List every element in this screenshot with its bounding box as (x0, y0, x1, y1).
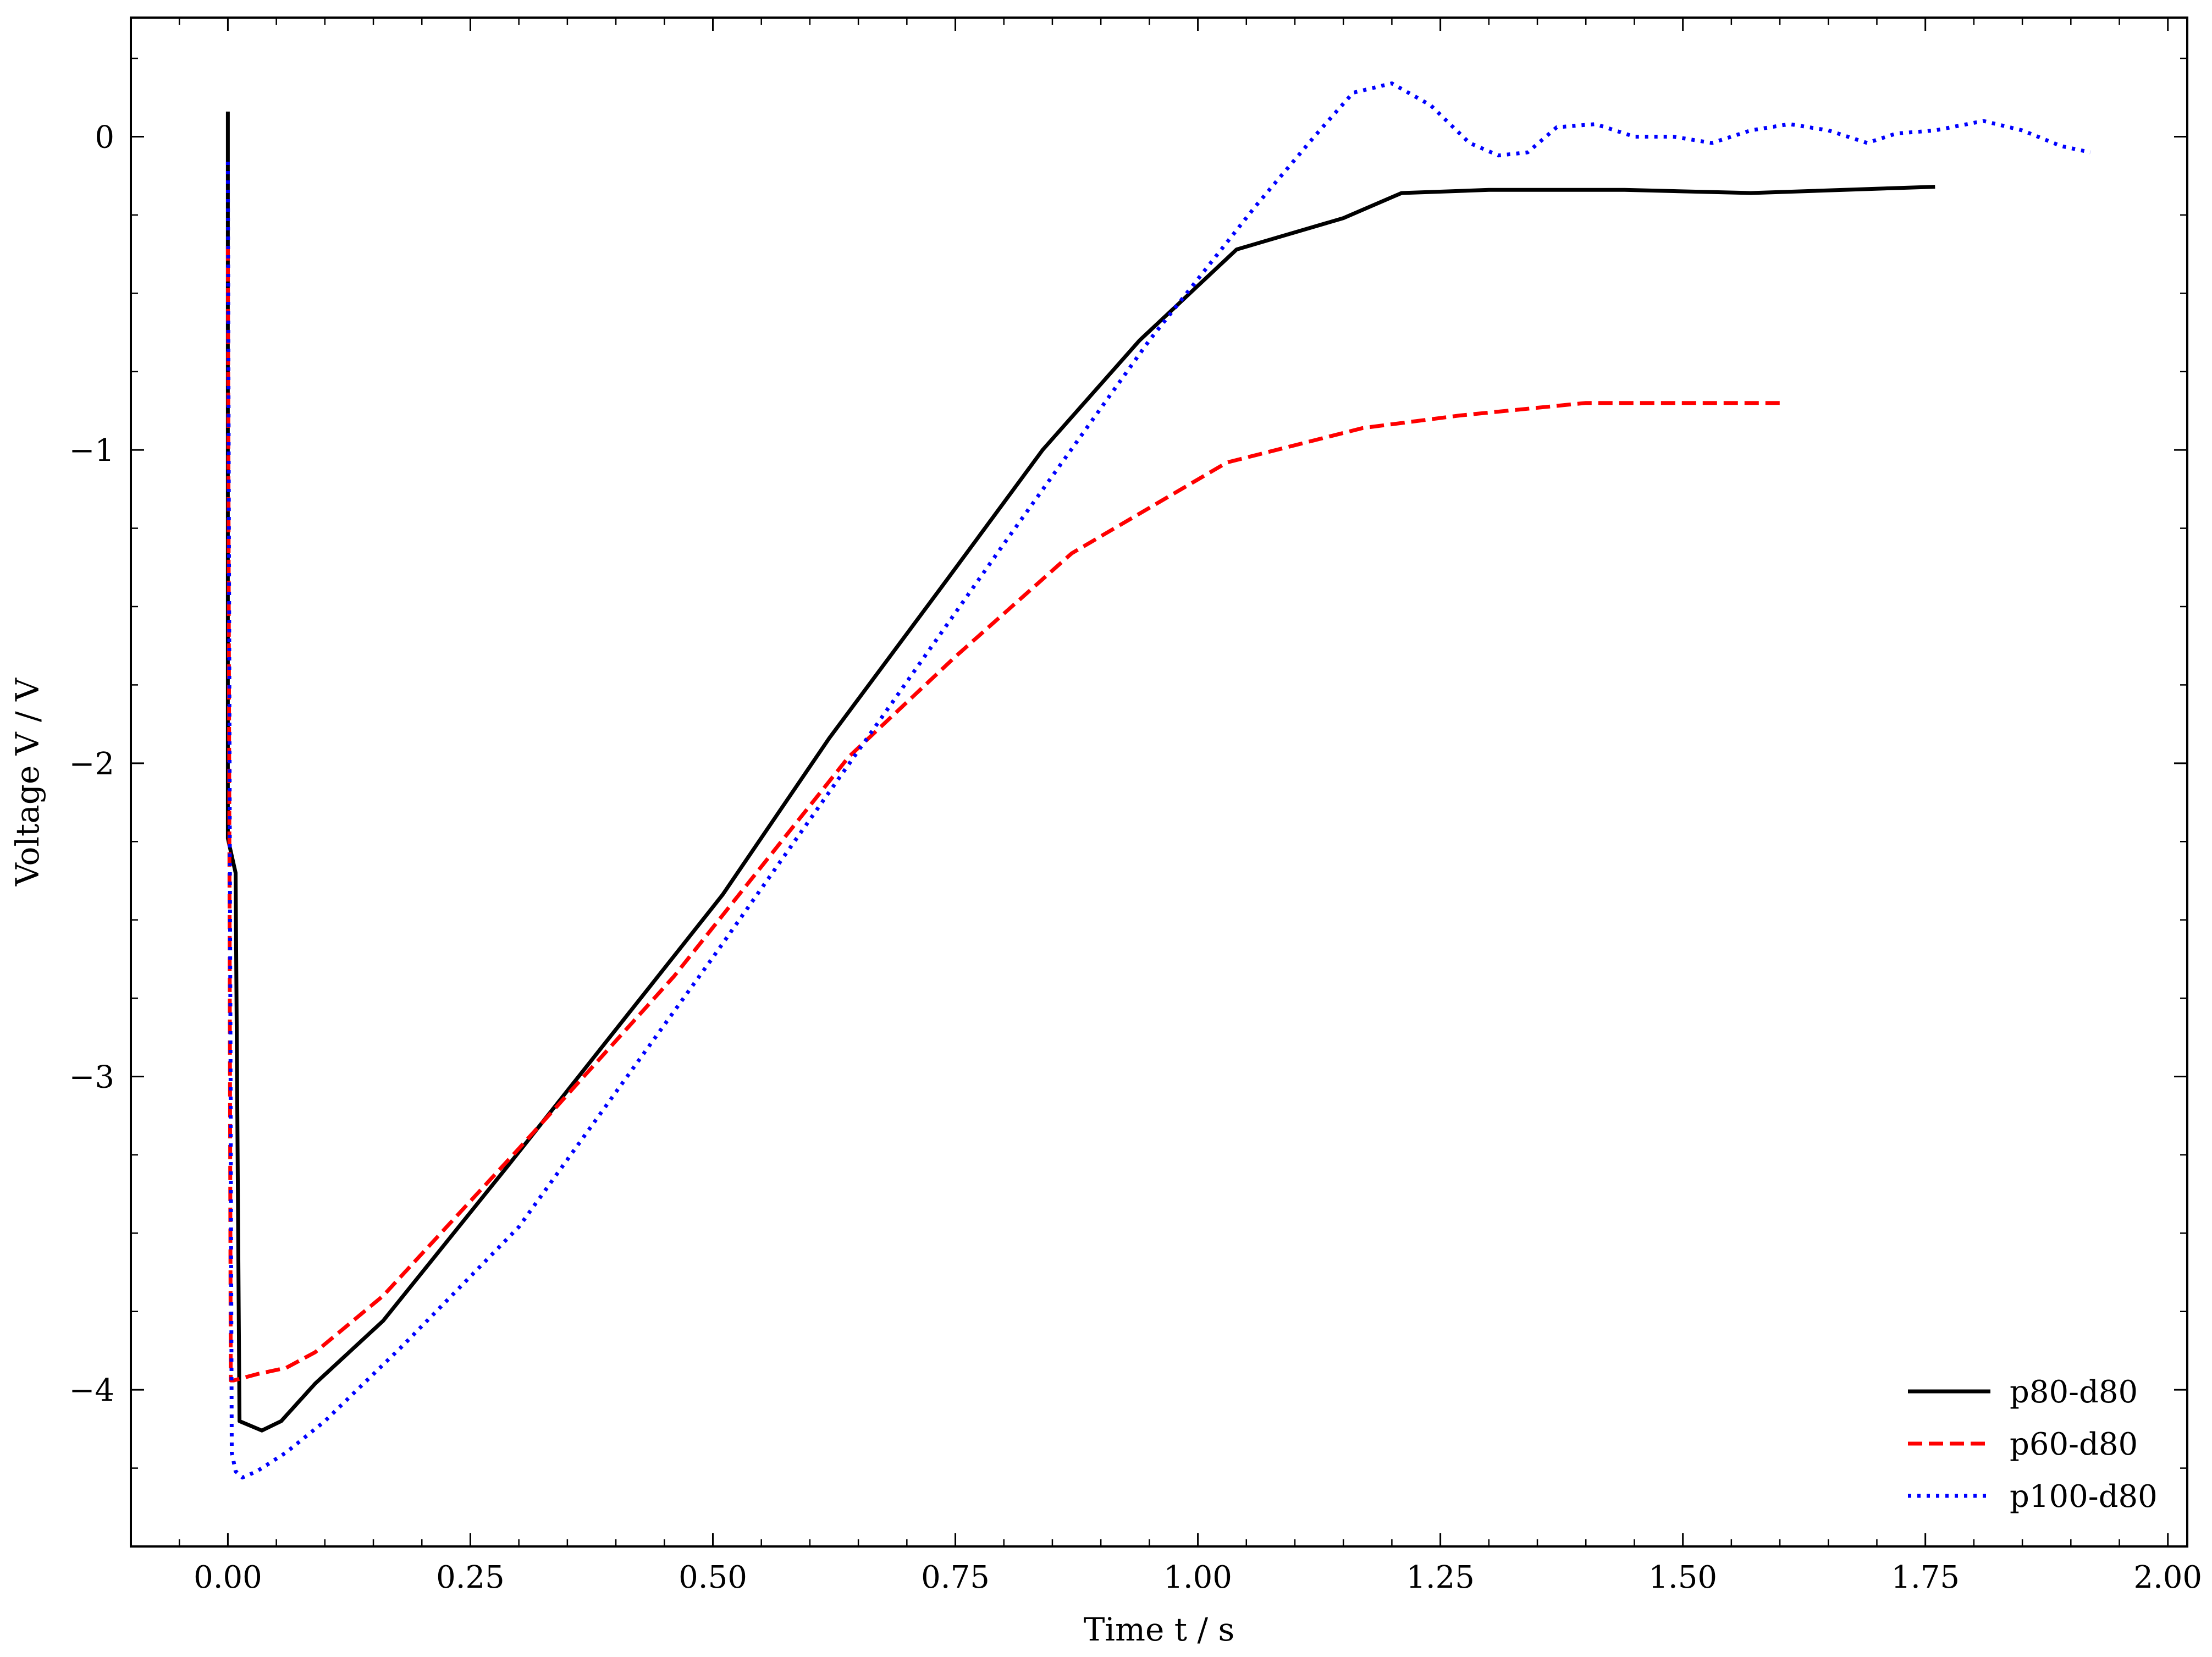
x-tick-label: 0.50 (679, 1560, 747, 1595)
series-line-p60-d80 (225, 246, 1780, 1383)
axis-tick-labels: 0.00 0.25 0.50 0.75 1.00 1.25 1.50 1.75 2.00 0 −1 −… (69, 119, 2202, 1595)
x-tick-label: 1.25 (1406, 1560, 1475, 1595)
series-line-p100-d80 (225, 81, 2091, 1480)
x-tick-label: 0.25 (436, 1560, 505, 1595)
legend-label: p60-d80 (2010, 1427, 2138, 1462)
series-lines (225, 81, 2091, 1480)
x-tick-label: 1.50 (1648, 1560, 1717, 1595)
legend: p80-d80 p60-d80 p100-d80 (1908, 1374, 2158, 1515)
y-axis-title: Voltage V / V (9, 678, 46, 887)
y-tick-label: −1 (69, 433, 114, 469)
x-tick-label: 0.75 (921, 1560, 990, 1595)
x-tick-label: 1.75 (1891, 1560, 1960, 1595)
x-tick-label: 0.00 (194, 1560, 262, 1595)
y-tick-label: −2 (69, 746, 114, 782)
axis-ticks (130, 18, 2187, 1548)
legend-label: p80-d80 (2010, 1374, 2138, 1410)
y-tick-label: −4 (69, 1373, 114, 1408)
x-tick-label: 2.00 (2133, 1560, 2202, 1595)
series-line-p80-d80 (225, 111, 1935, 1433)
y-tick-label: −3 (69, 1059, 114, 1095)
plot-frame (130, 16, 2188, 1548)
legend-label: p100-d80 (2010, 1479, 2158, 1515)
x-axis-title: Time t / s (1084, 1611, 1234, 1648)
x-tick-label: 1.00 (1163, 1560, 1232, 1595)
y-tick-label: 0 (95, 119, 114, 155)
